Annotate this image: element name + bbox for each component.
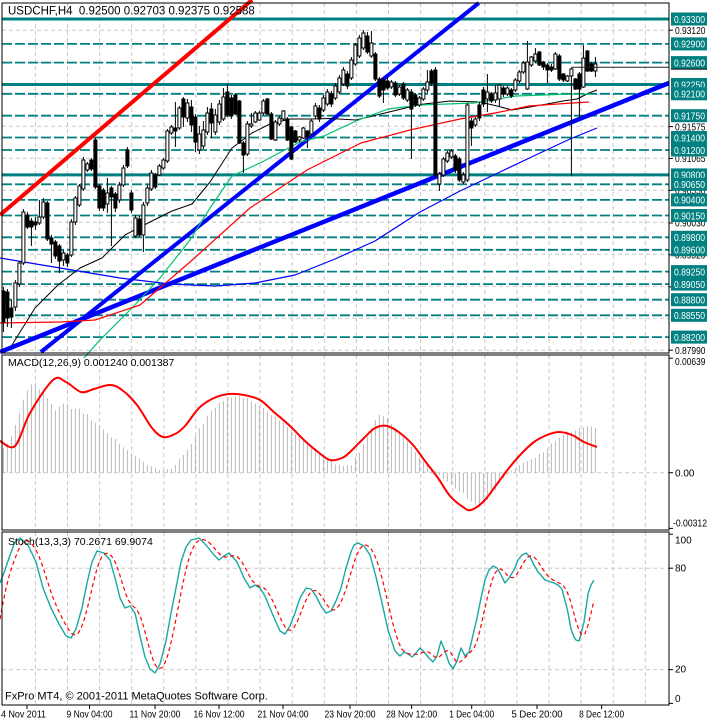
svg-text:28 Nov 12:00: 28 Nov 12:00 — [386, 710, 437, 721]
svg-text:MACD(12,26,9) 0.001240 0.00138: MACD(12,26,9) 0.001240 0.001387 — [8, 357, 175, 369]
svg-text:0.88550: 0.88550 — [674, 311, 705, 322]
svg-text:0.91200: 0.91200 — [674, 146, 705, 157]
svg-text:9 Nov 04:00: 9 Nov 04:00 — [67, 710, 113, 721]
svg-text:0.91400: 0.91400 — [674, 133, 705, 144]
svg-text:0.92600: 0.92600 — [674, 58, 705, 69]
svg-text:21 Nov 04:00: 21 Nov 04:00 — [258, 710, 309, 721]
svg-text:4 Nov 2011: 4 Nov 2011 — [1, 710, 46, 721]
svg-text:1 Dec 04:00: 1 Dec 04:00 — [449, 710, 494, 721]
svg-text:80: 80 — [675, 564, 687, 575]
svg-text:100: 100 — [675, 536, 692, 547]
svg-text:0.89250: 0.89250 — [674, 267, 705, 278]
svg-text:0.89050: 0.89050 — [674, 280, 705, 291]
svg-text:8 Dec 12:00: 8 Dec 12:00 — [579, 710, 624, 721]
svg-text:0.00639: 0.00639 — [675, 357, 706, 368]
svg-text:20: 20 — [675, 665, 687, 676]
svg-text:0.89600: 0.89600 — [674, 246, 705, 257]
svg-text:0.90150: 0.90150 — [674, 211, 705, 222]
svg-text:0: 0 — [675, 694, 681, 705]
svg-text:16 Nov 12:00: 16 Nov 12:00 — [194, 710, 245, 721]
svg-text:0.90650: 0.90650 — [674, 180, 705, 191]
svg-text:0.88800: 0.88800 — [674, 296, 705, 307]
svg-text:11 Nov 20:00: 11 Nov 20:00 — [130, 710, 181, 721]
svg-text:0.93300: 0.93300 — [674, 15, 705, 26]
svg-text:5 Dec 20:00: 5 Dec 20:00 — [512, 710, 563, 721]
svg-text:0.93120: 0.93120 — [675, 26, 706, 37]
svg-text:23 Nov 20:00: 23 Nov 20:00 — [325, 710, 376, 721]
svg-text:FxPro MT4, © 2001-2011 MetaQuo: FxPro MT4, © 2001-2011 MetaQuotes Softwa… — [5, 691, 268, 703]
svg-text:Stoch(13,3,3) 70.2671 69.9074: Stoch(13,3,3) 70.2671 69.9074 — [8, 536, 153, 548]
svg-text:0.87990: 0.87990 — [675, 346, 706, 357]
svg-text:0.89800: 0.89800 — [674, 233, 705, 244]
svg-text:0.90400: 0.90400 — [674, 196, 705, 207]
svg-text:0.92900: 0.92900 — [674, 40, 705, 51]
svg-text:0.88200: 0.88200 — [674, 333, 705, 344]
svg-text:0.92100: 0.92100 — [674, 90, 705, 101]
svg-text:0.91750: 0.91750 — [674, 112, 705, 123]
svg-text:USDCHF,H4 0.92500 0.92703 0.9: USDCHF,H4 0.92500 0.92703 0.92375 0.9258… — [8, 6, 255, 18]
svg-text:-0.00312: -0.00312 — [673, 519, 707, 530]
svg-text:0.00: 0.00 — [675, 468, 695, 479]
